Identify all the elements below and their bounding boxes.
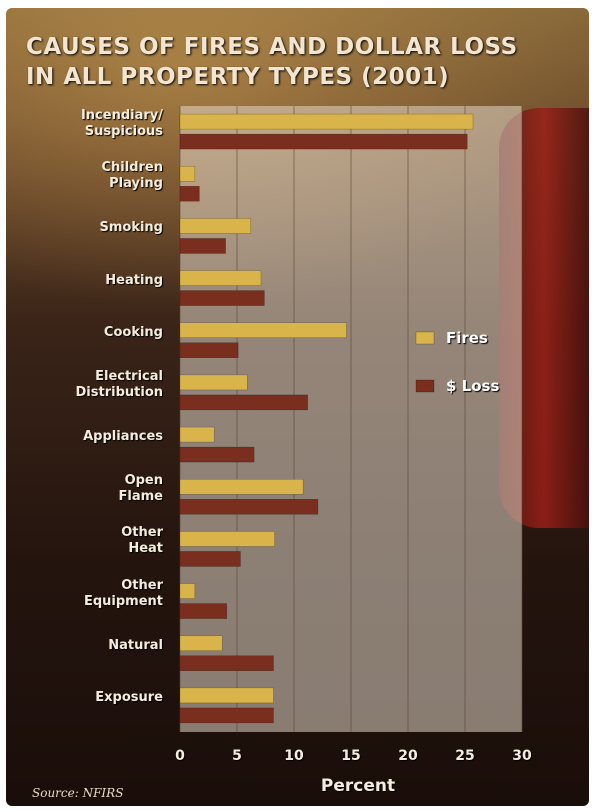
plot (179, 106, 523, 732)
x-tick-label: 30 (512, 748, 532, 764)
bar (179, 394, 308, 411)
x-tick-label: 15 (341, 748, 361, 764)
bar (179, 446, 255, 463)
y-tick-label: Open Flame (118, 473, 163, 505)
bar (179, 551, 241, 567)
x-tick-label: 10 (284, 748, 304, 764)
bar (179, 426, 215, 443)
y-tick-label: Smoking (99, 220, 163, 236)
legend-swatch (415, 379, 435, 393)
bar (179, 238, 226, 254)
bar (179, 186, 200, 202)
bar (179, 479, 304, 495)
bar (179, 322, 347, 338)
bar (179, 133, 468, 150)
x-tick-label: 5 (232, 748, 242, 764)
bar (179, 499, 319, 515)
y-tick-label: Exposure (95, 689, 163, 705)
y-tick-label: Other Heat (121, 525, 163, 557)
y-tick-label: Electrical Distribution (75, 368, 163, 400)
bar (179, 290, 265, 306)
bar (179, 635, 223, 651)
x-axis-label: Percent (320, 776, 396, 796)
y-tick-label: Children Playing (101, 160, 164, 192)
chart-title: CAUSES OF FIRES AND DOLLAR LOSS IN ALL P… (26, 34, 518, 90)
y-tick-label: Heating (105, 272, 163, 288)
bar (179, 583, 196, 599)
source: Source: NFIRS (32, 786, 124, 800)
legend-label: $ Loss (446, 377, 500, 395)
chart: CAUSES OF FIRES AND DOLLAR LOSS IN ALL P… (6, 8, 589, 806)
y-tick-label: Other Equipment (83, 577, 163, 609)
x-tick-label: 25 (455, 748, 475, 764)
bar (179, 342, 239, 358)
bar (179, 531, 275, 547)
bar (179, 374, 248, 391)
bar (179, 270, 262, 286)
y-tick-label: Incendiary/ Suspicious (80, 108, 163, 140)
bar (179, 603, 227, 619)
y-tick-label: Natural (108, 637, 163, 653)
bar (179, 707, 274, 724)
bar (179, 687, 274, 704)
y-tick-label: Appliances (83, 429, 163, 445)
bar (179, 655, 274, 671)
x-tick-label: 20 (398, 748, 418, 764)
bar (179, 113, 474, 130)
y-tick-label: Cooking (103, 324, 163, 340)
legend-label: Fires (446, 329, 488, 347)
bar (179, 218, 251, 234)
legend-swatch (415, 331, 435, 345)
bar (179, 166, 196, 182)
x-tick-label: 0 (175, 748, 185, 764)
